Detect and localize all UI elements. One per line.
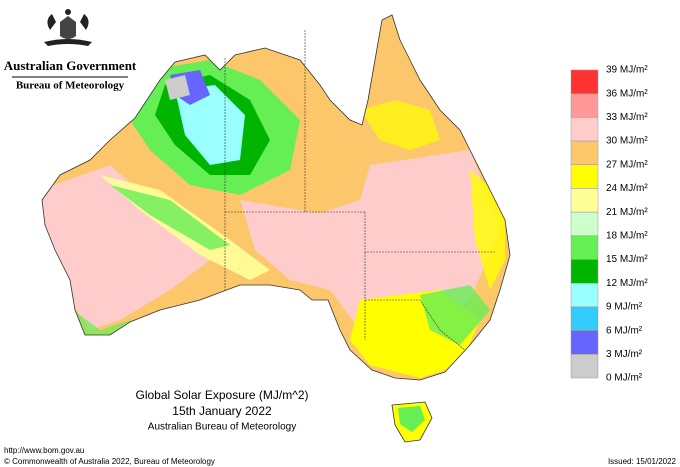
- legend-swatch: [570, 211, 599, 237]
- bureau-name: Bureau of Meteorology: [16, 80, 125, 92]
- url: http://www.bom.gov.au: [4, 446, 84, 455]
- map-date: 15th January 2022: [172, 404, 272, 418]
- legend-swatch: [570, 330, 599, 355]
- legend-label: 21 MJ/m²: [606, 207, 648, 218]
- legend-label: 30 MJ/m²: [606, 136, 648, 147]
- legend-swatch: [570, 306, 599, 331]
- legend-swatch: [570, 93, 599, 118]
- copyright: © Commonwealth of Australia 2022, Bureau…: [4, 457, 215, 466]
- legend-swatch: [570, 69, 599, 94]
- legend: 39 MJ/m² 36 MJ/m² 33 MJ/m² 30 MJ/m² 27 MJ/m²…: [570, 65, 648, 384]
- legend-label: 33 MJ/m²: [606, 112, 648, 123]
- state-borders: [224, 30, 495, 351]
- legend-swatch: [570, 354, 599, 379]
- legend-label: 24 MJ/m²: [606, 183, 648, 194]
- legend-swatch: [570, 140, 599, 166]
- legend-swatch: [570, 117, 599, 142]
- agency-name: Australian Government: [4, 58, 137, 73]
- issued: Issued: 15/01/2022: [608, 457, 677, 466]
- legend-swatch: [570, 259, 599, 284]
- legend-label: 27 MJ/m²: [606, 159, 648, 170]
- legend-label: 9 MJ/m²: [606, 302, 643, 313]
- legend-label: 36 MJ/m²: [606, 88, 648, 99]
- legend-label: 12 MJ/m²: [606, 278, 648, 289]
- legend-swatch: [570, 164, 599, 189]
- legend-swatch: [570, 188, 599, 213]
- map-title: Global Solar Exposure (MJ/m^2): [135, 388, 308, 402]
- legend-label: 18 MJ/m²: [606, 230, 648, 241]
- legend-swatch: [570, 235, 599, 260]
- coastline: [41, 14, 511, 381]
- map-source: Australian Bureau of Meteorology: [148, 422, 296, 433]
- legend-label: 15 MJ/m²: [606, 254, 648, 265]
- legend-label: 3 MJ/m²: [606, 349, 643, 360]
- legend-label: 39 MJ/m²: [606, 65, 648, 76]
- legend-swatch: [570, 282, 599, 308]
- tasmania-green: [398, 406, 425, 432]
- legend-label: 6 MJ/m²: [606, 325, 643, 336]
- coat-of-arms: [44, 9, 92, 46]
- legend-label: 0 MJ/m²: [606, 373, 643, 384]
